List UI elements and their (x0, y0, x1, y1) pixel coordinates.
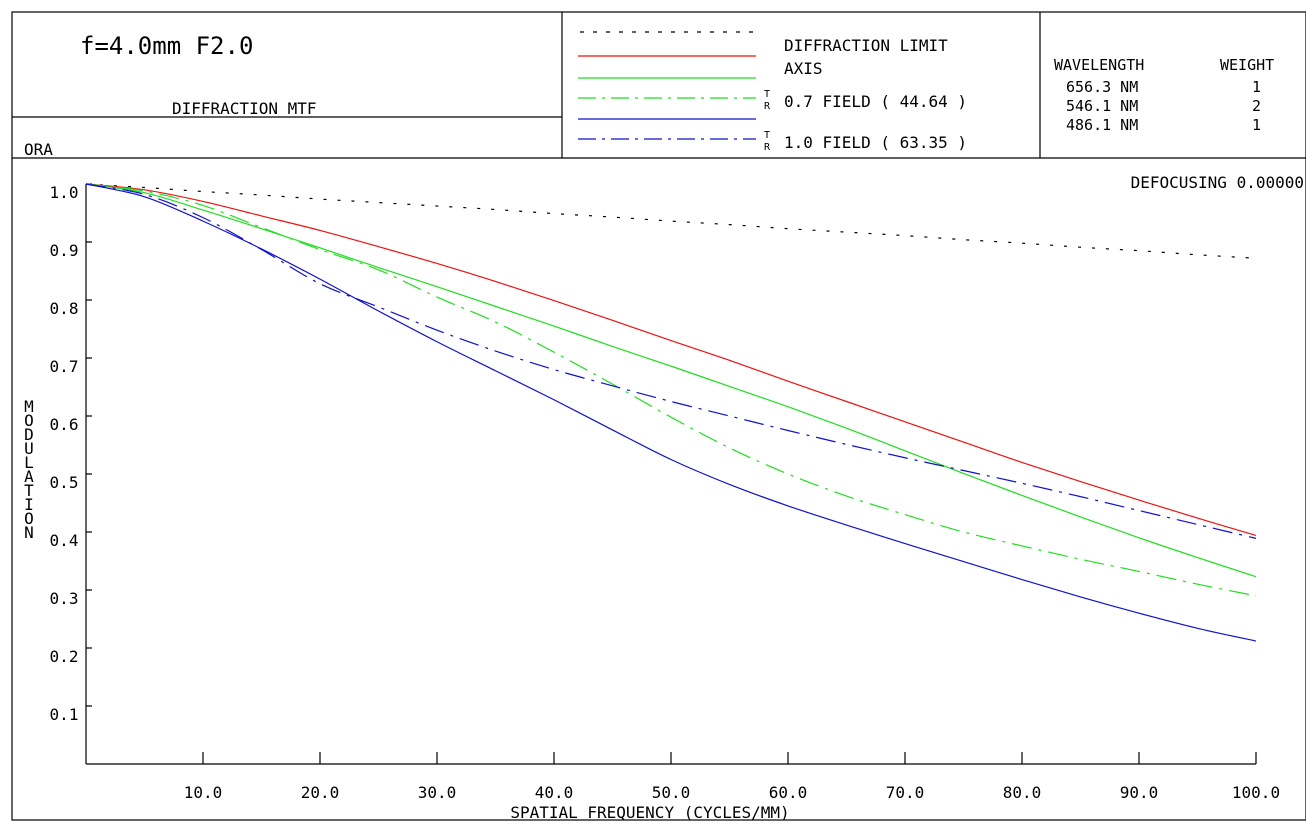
y-axis-title-letter-5: A (24, 467, 34, 486)
legend-diffraction-limit: DIFFRACTION LIMIT (784, 36, 948, 55)
x-tick-label-2: 30.0 (418, 783, 457, 802)
y-axis-title-letter-4: L (24, 453, 34, 472)
x-tick-label-0: 10.0 (184, 783, 223, 802)
lens-title: f=4.0mm F2.0 (80, 32, 253, 60)
y-tick-label-6: 0.7 (50, 357, 79, 376)
defocusing-label: DEFOCUSING 0.00000 (1131, 173, 1304, 192)
mtf-curves (85, 183, 1257, 642)
y-axis-title-letter-6: T (24, 481, 34, 500)
y-axis-title-letter-7: I (24, 495, 34, 514)
series-line-diffraction-limit (85, 183, 1257, 259)
y-tick-label-1: 0.2 (50, 647, 79, 666)
legend-field10-r-mark: R (764, 142, 771, 153)
y-tick-label-3: 0.4 (50, 531, 79, 550)
legend-field10-t-mark: T (764, 130, 770, 141)
series-line-0-7-field-r (85, 183, 1257, 597)
wavelength-header: WAVELENGTH (1054, 56, 1144, 74)
weight-1: 1 (1252, 78, 1261, 96)
y-axis-title-letter-1: O (24, 411, 34, 430)
series-line-1-0-field-r (85, 183, 1257, 539)
y-axis-title-letter-8: O (24, 509, 34, 528)
y-tick-label-2: 0.3 (50, 589, 79, 608)
y-axis-title-letter-9: N (24, 523, 34, 542)
outer-frame (11, 11, 1306, 821)
x-tick-label-9: 100.0 (1232, 783, 1280, 802)
x-axis-title: SPATIAL FREQUENCY (CYCLES/MM) (510, 803, 789, 822)
legend-field10: 1.0 FIELD ( 63.35 ) (784, 133, 967, 152)
legend-field07-t-mark: T (764, 89, 770, 100)
wavelength-1: 656.3 NM (1066, 78, 1138, 96)
x-tick-label-8: 90.0 (1120, 783, 1159, 802)
wavelength-2: 546.1 NM (1066, 97, 1138, 115)
x-tick-label-7: 80.0 (1003, 783, 1042, 802)
x-tick-label-4: 50.0 (652, 783, 691, 802)
weight-2: 2 (1252, 97, 1261, 115)
y-tick-label-8: 0.9 (50, 241, 79, 260)
y-tick-label-7: 0.8 (50, 299, 79, 318)
series-line-0-7-field-t (85, 183, 1257, 578)
y-axis-title-letter-3: U (24, 439, 34, 458)
legend-field07-r-mark: R (764, 101, 771, 112)
y-tick-label-0: 0.1 (50, 705, 79, 724)
series-line-1-0-field-t (85, 183, 1257, 642)
y-tick-label-9: 1.0 (50, 183, 79, 202)
weight-header: WEIGHT (1220, 56, 1274, 74)
program-label: ORA (24, 140, 53, 159)
y-tick-label-5: 0.6 (50, 415, 79, 434)
y-tick-label-4: 0.5 (50, 473, 79, 492)
x-tick-label-6: 70.0 (886, 783, 925, 802)
wavelength-3: 486.1 NM (1066, 116, 1138, 134)
x-tick-label-3: 40.0 (535, 783, 574, 802)
axis-ticks: 10.0 20.0 30.0 40.0 50.0 60.0 70.0 80.0 90.0 100.… (50, 183, 1281, 802)
legend-field07: 0.7 FIELD ( 44.64 ) (784, 92, 967, 111)
x-tick-label-1: 20.0 (301, 783, 340, 802)
x-tick-label-5: 60.0 (769, 783, 808, 802)
y-axis-title-letter-2: D (24, 425, 34, 444)
y-axis-title-letter-0: M (24, 397, 34, 416)
series-line-axis (85, 183, 1257, 537)
weight-3: 1 (1252, 116, 1261, 134)
legend-axis: AXIS (784, 59, 823, 78)
plot-title: DIFFRACTION MTF (172, 99, 317, 118)
